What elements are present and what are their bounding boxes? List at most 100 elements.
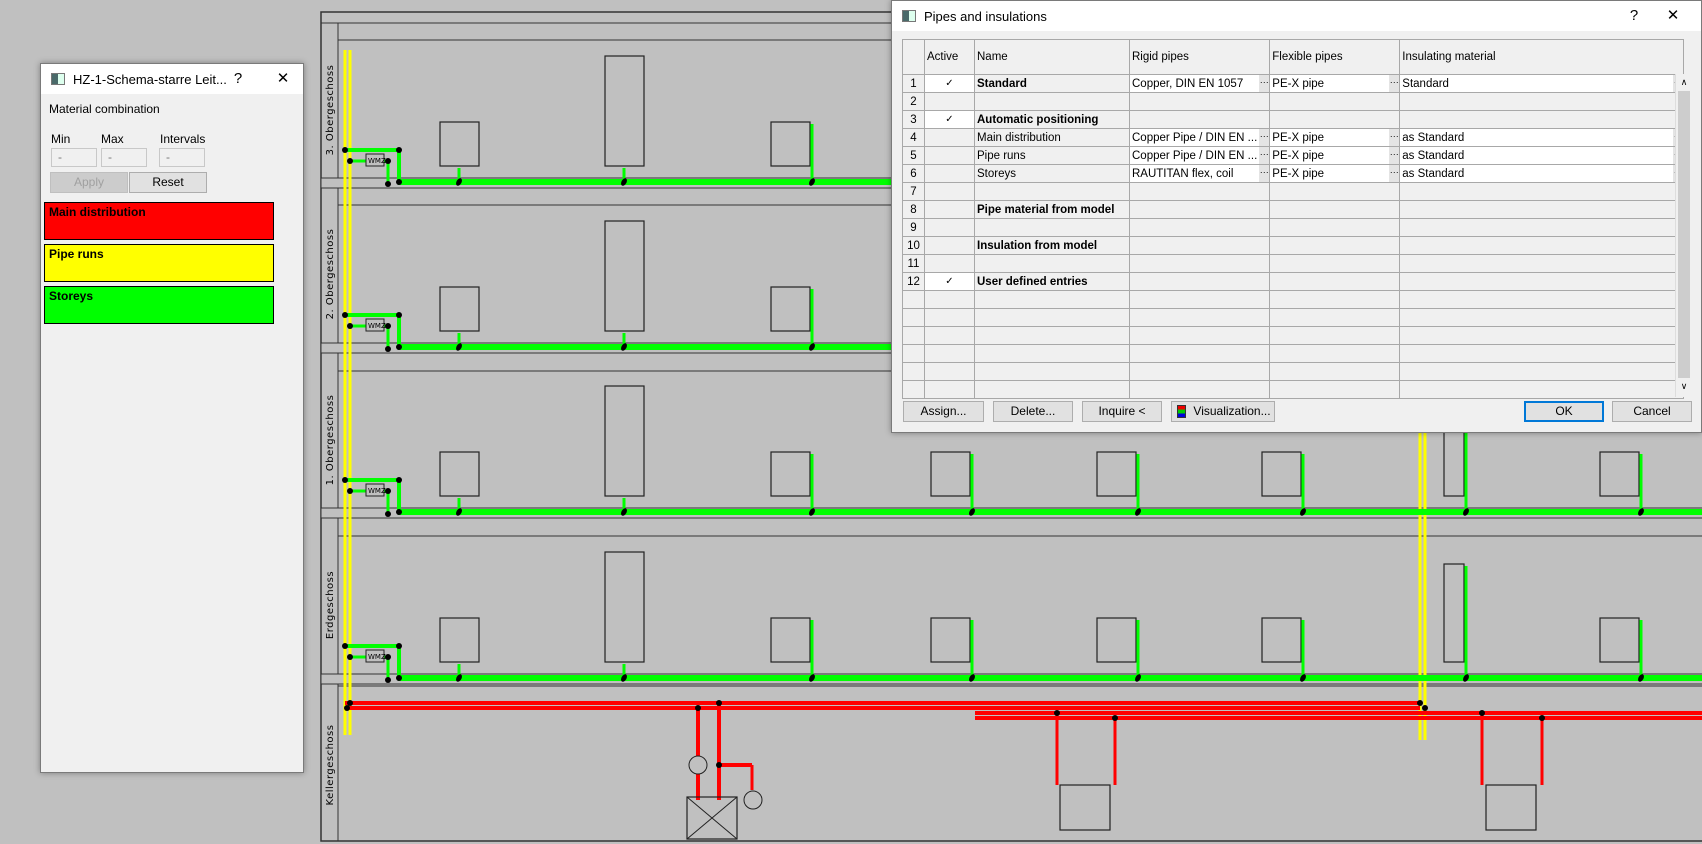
insulation-cell[interactable] (1399, 110, 1685, 129)
column-header[interactable]: Insulating material (1399, 39, 1685, 75)
name-cell[interactable]: Insulation from model (974, 236, 1130, 255)
rigid-pipe-cell[interactable] (1128, 272, 1271, 291)
insulation-cell[interactable]: as Standard··· (1399, 146, 1685, 165)
active-checkbox[interactable] (924, 146, 975, 165)
insulation-cell[interactable] (1399, 182, 1685, 201)
min-field[interactable]: - (51, 148, 97, 167)
flexible-pipe-cell[interactable]: PE-X pipe ··· (1269, 146, 1401, 165)
insulation-cell[interactable]: as Standard··· (1399, 164, 1685, 183)
table-row[interactable]: 8 Pipe material from model (902, 200, 1685, 219)
flexible-pipe-cell[interactable]: PE-X pipe ··· (1269, 164, 1401, 183)
table-row[interactable]: 1 ✓ Standard Copper, DIN EN 1057 ··· PE-X pip… (902, 74, 1685, 93)
ok-button[interactable]: OK (1524, 401, 1604, 422)
column-header[interactable]: Name (974, 39, 1130, 75)
flexible-pipe-cell[interactable] (1269, 254, 1401, 273)
name-cell[interactable]: Standard (974, 74, 1130, 93)
flexible-pipe-cell[interactable]: PE-X pipe ··· (1269, 74, 1401, 93)
active-checkbox[interactable]: ✓ (924, 272, 975, 291)
rigid-pipe-cell[interactable] (1128, 236, 1271, 255)
rigid-pipe-cell[interactable]: Copper Pipe / DIN EN ... ··· (1128, 128, 1271, 147)
rigid-pipe-cell[interactable] (1128, 182, 1271, 201)
active-checkbox[interactable] (924, 164, 975, 183)
insulation-cell[interactable] (1399, 254, 1685, 273)
active-checkbox[interactable]: ✓ (924, 74, 975, 93)
active-checkbox[interactable] (924, 128, 975, 147)
flexible-pipe-cell[interactable] (1269, 218, 1401, 237)
browse-button[interactable]: ··· (1389, 165, 1399, 182)
cancel-button[interactable]: Cancel (1612, 401, 1692, 422)
intervals-field[interactable]: - (159, 148, 205, 167)
flexible-pipe-cell[interactable] (1269, 272, 1401, 291)
column-header[interactable] (902, 39, 925, 75)
browse-button[interactable]: ··· (1389, 129, 1399, 146)
legend-entry[interactable]: Storeys (44, 286, 274, 324)
name-cell[interactable]: Pipe runs (974, 146, 1130, 165)
delete-button[interactable]: Delete... (993, 401, 1073, 422)
insulation-cell[interactable] (1399, 236, 1685, 255)
visualization-button[interactable]: Visualization... (1171, 401, 1275, 422)
help-button[interactable]: ? (233, 70, 243, 87)
active-checkbox[interactable]: ✓ (924, 110, 975, 129)
table-row[interactable]: 9 (902, 218, 1685, 237)
name-cell[interactable] (974, 218, 1130, 237)
insulation-cell[interactable] (1399, 92, 1685, 111)
name-cell[interactable]: Storeys (974, 164, 1130, 183)
scroll-up-arrow[interactable]: ∧ (1680, 77, 1688, 87)
flexible-pipe-cell[interactable] (1269, 236, 1401, 255)
rigid-pipe-cell[interactable] (1128, 92, 1271, 111)
flexible-pipe-cell[interactable] (1269, 200, 1401, 219)
active-checkbox[interactable] (924, 200, 975, 219)
table-row[interactable]: 5 Pipe runs Copper Pipe / DIN EN ... ··· PE-… (902, 146, 1685, 165)
browse-button[interactable]: ··· (1259, 129, 1269, 146)
column-header[interactable]: Active (924, 39, 975, 75)
table-row[interactable]: 2 (902, 92, 1685, 111)
scroll-thumb[interactable] (1678, 91, 1690, 378)
column-header[interactable]: Flexible pipes (1269, 39, 1401, 75)
flexible-pipe-cell[interactable] (1269, 92, 1401, 111)
insulation-cell[interactable] (1399, 218, 1685, 237)
browse-button[interactable]: ··· (1389, 75, 1399, 92)
table-row[interactable]: 10 Insulation from model (902, 236, 1685, 255)
table-row[interactable]: 11 (902, 254, 1685, 273)
apply-button[interactable]: Apply (50, 172, 128, 193)
legend-entry[interactable]: Pipe runs (44, 244, 274, 282)
rigid-pipe-cell[interactable]: Copper, DIN EN 1057 ··· (1128, 74, 1271, 93)
table-row[interactable]: 7 (902, 182, 1685, 201)
browse-button[interactable]: ··· (1259, 165, 1269, 182)
name-cell[interactable]: Automatic positioning (974, 110, 1130, 129)
max-field[interactable]: - (101, 148, 147, 167)
assign-button[interactable]: Assign... (903, 401, 984, 422)
insulation-cell[interactable]: as Standard··· (1399, 128, 1685, 147)
vertical-scrollbar[interactable]: ∧ ∨ (1675, 74, 1692, 397)
help-button[interactable]: ? (1629, 7, 1639, 24)
rigid-pipe-cell[interactable]: RAUTITAN flex, coil ··· (1128, 164, 1271, 183)
active-checkbox[interactable] (924, 92, 975, 111)
active-checkbox[interactable] (924, 182, 975, 201)
rigid-pipe-cell[interactable] (1128, 254, 1271, 273)
reset-button[interactable]: Reset (129, 172, 207, 193)
rigid-pipe-cell[interactable]: Copper Pipe / DIN EN ... ··· (1128, 146, 1271, 165)
name-cell[interactable] (974, 254, 1130, 273)
insulation-cell[interactable]: Standard··· (1399, 74, 1685, 93)
active-checkbox[interactable] (924, 254, 975, 273)
close-button[interactable]: ✕ (1666, 7, 1680, 24)
insulation-cell[interactable] (1399, 272, 1685, 291)
browse-button[interactable]: ··· (1259, 75, 1269, 92)
flexible-pipe-cell[interactable]: PE-X pipe ··· (1269, 128, 1401, 147)
table-row[interactable]: 3 ✓ Automatic positioning (902, 110, 1685, 129)
browse-button[interactable]: ··· (1259, 147, 1269, 164)
active-checkbox[interactable] (924, 236, 975, 255)
rigid-pipe-cell[interactable] (1128, 110, 1271, 129)
name-cell[interactable]: Main distribution (974, 128, 1130, 147)
legend-entry[interactable]: Main distribution (44, 202, 274, 240)
rigid-pipe-cell[interactable] (1128, 218, 1271, 237)
inquire-button[interactable]: Inquire < (1082, 401, 1162, 422)
table-row[interactable]: 12 ✓ User defined entries (902, 272, 1685, 291)
name-cell[interactable]: User defined entries (974, 272, 1130, 291)
flexible-pipe-cell[interactable] (1269, 110, 1401, 129)
name-cell[interactable] (974, 182, 1130, 201)
rigid-pipe-cell[interactable] (1128, 200, 1271, 219)
name-cell[interactable]: Pipe material from model (974, 200, 1130, 219)
table-row[interactable]: 4 Main distribution Copper Pipe / DIN EN .… (902, 128, 1685, 147)
table-row[interactable]: 6 Storeys RAUTITAN flex, coil ··· PE-X pipe ·… (902, 164, 1685, 183)
